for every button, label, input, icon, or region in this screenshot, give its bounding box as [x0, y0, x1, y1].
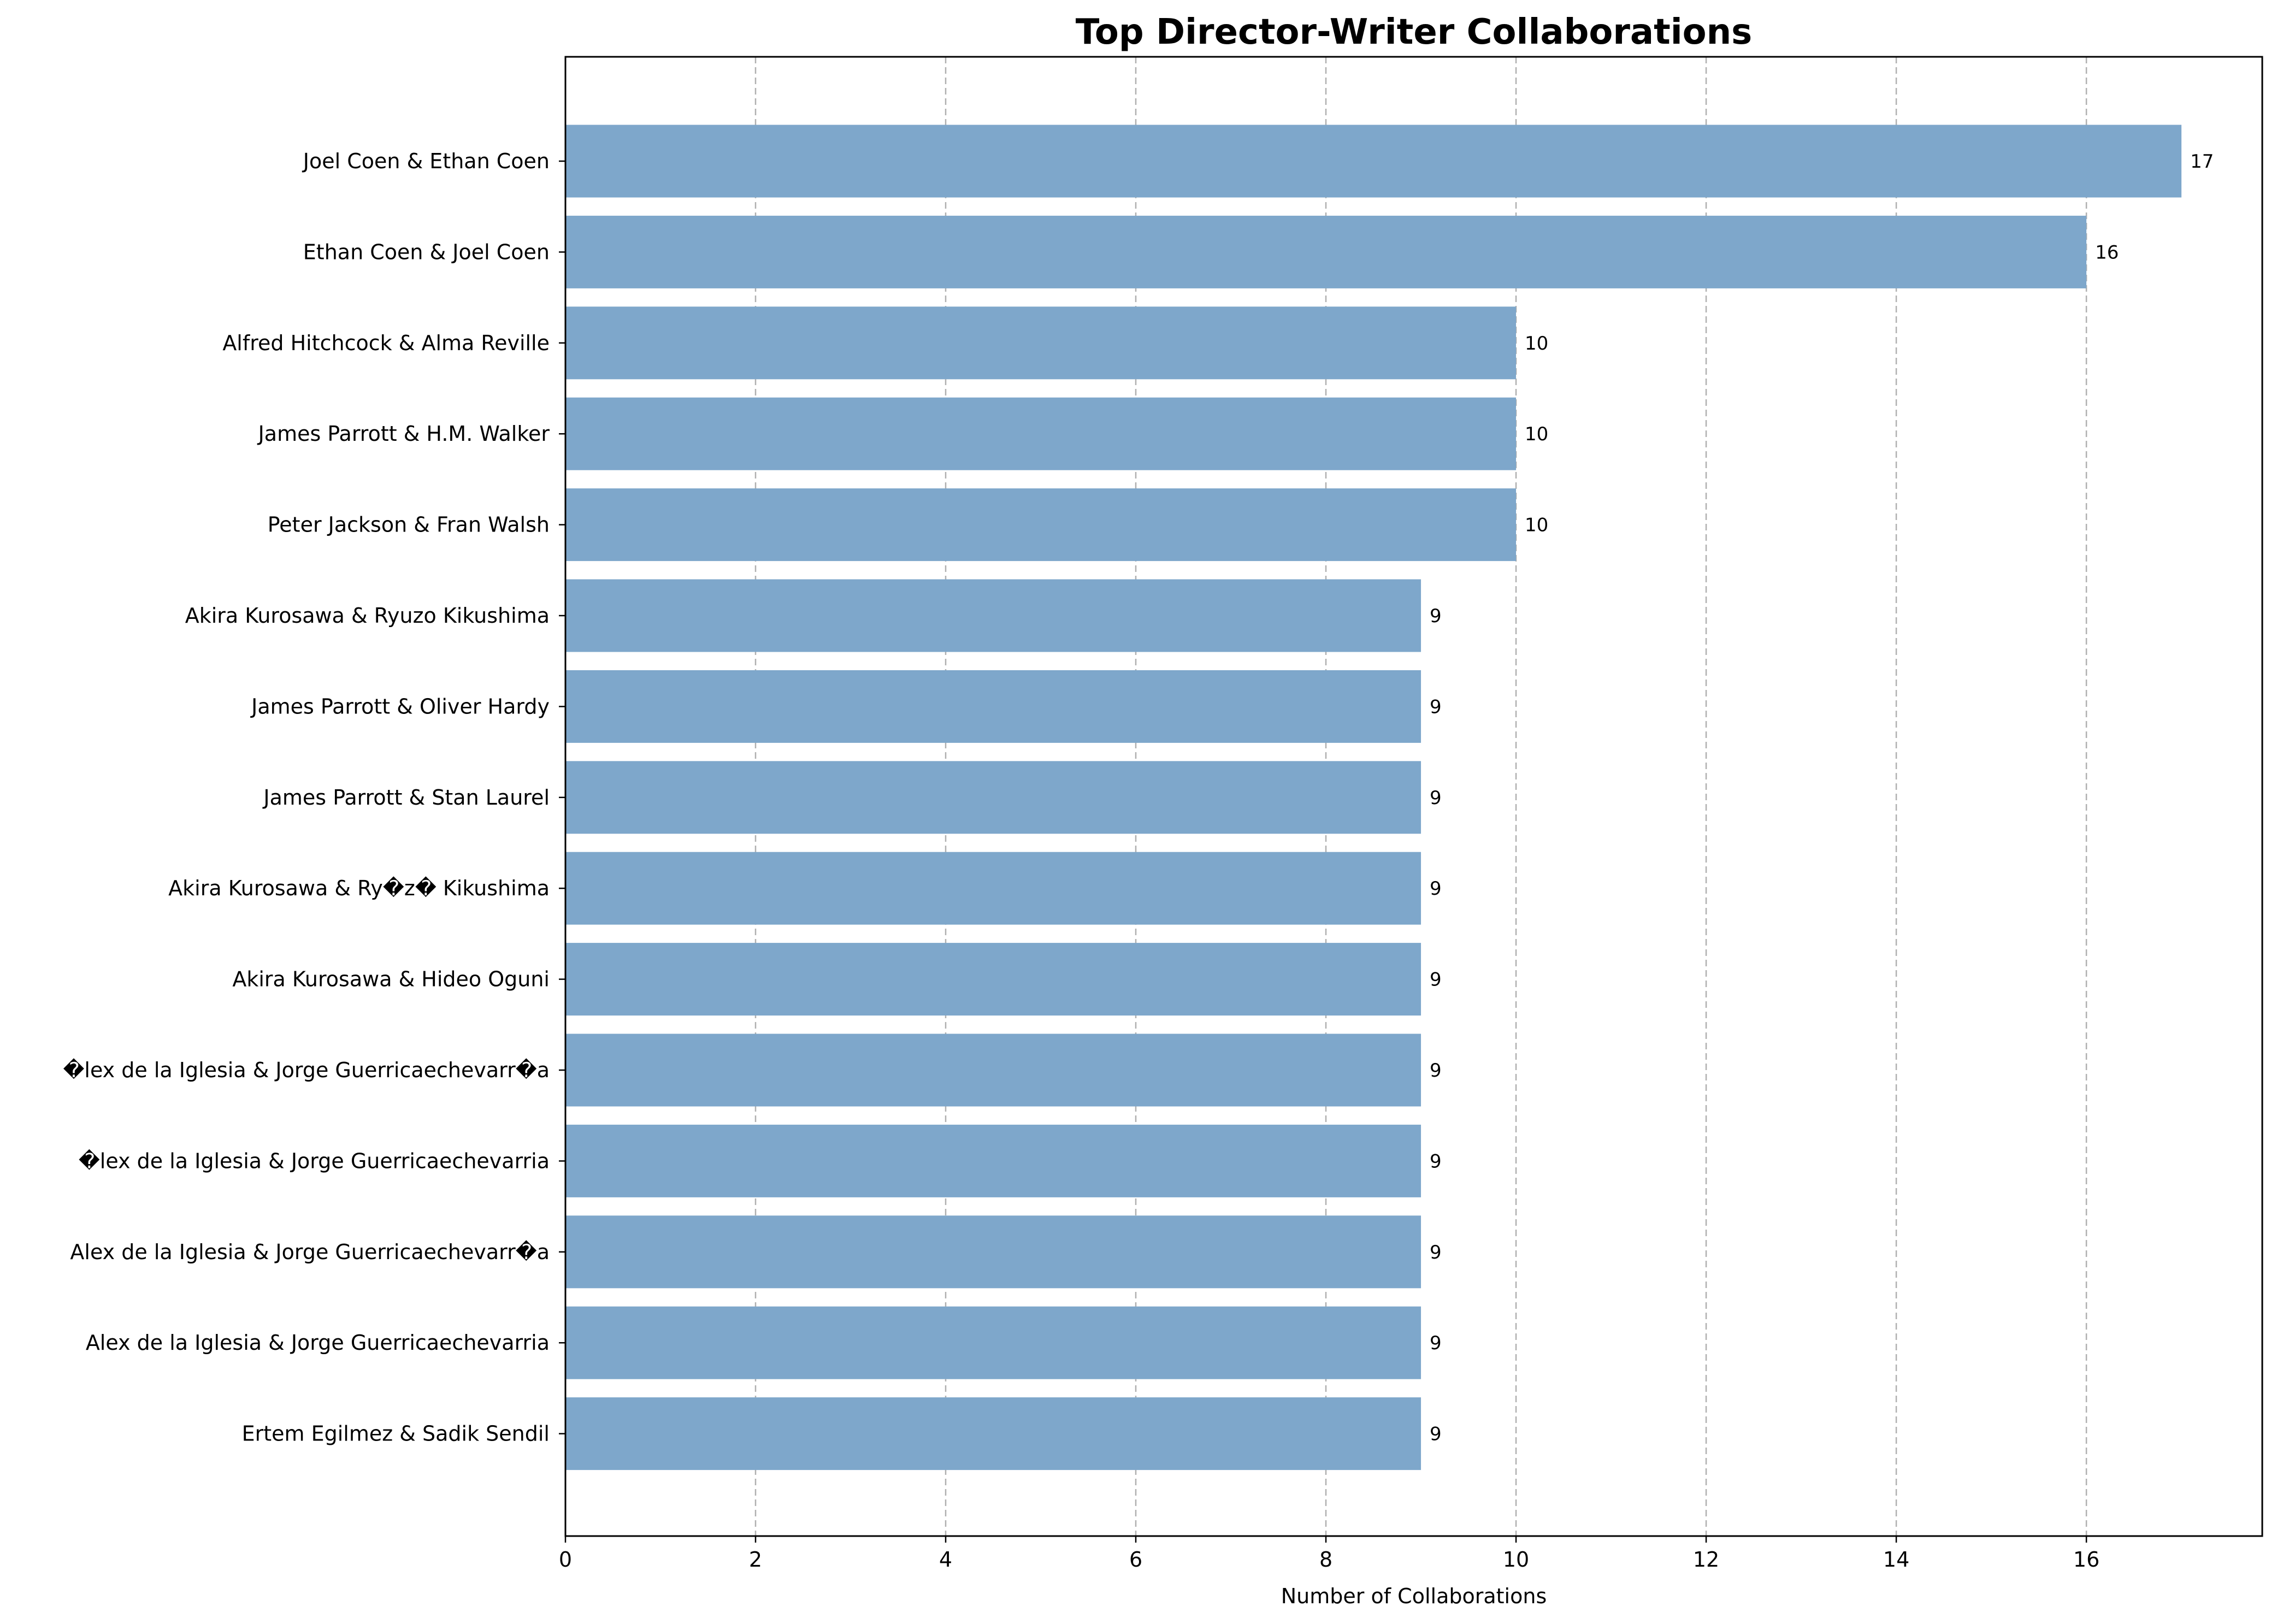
- x-tick-label: 2: [749, 1548, 762, 1572]
- bar: [565, 125, 2182, 198]
- value-label: 9: [1430, 696, 1442, 718]
- y-tick-label: Akira Kurosawa & Hideo Oguni: [232, 967, 550, 991]
- bar: [565, 1306, 1421, 1379]
- bar: [565, 852, 1421, 925]
- value-label: 9: [1430, 787, 1442, 809]
- value-label: 9: [1430, 1424, 1442, 1445]
- x-tick-label: 10: [1503, 1548, 1529, 1572]
- y-tick-label: Akira Kurosawa & Ryuzo Kikushima: [185, 604, 550, 628]
- plot-frame: [564, 56, 2263, 1537]
- chart-title: Top Director-Writer Collaborations: [1076, 12, 1753, 52]
- y-tick-label: Ethan Coen & Joel Coen: [303, 240, 550, 264]
- bar: [565, 670, 1421, 743]
- x-tick-labels: 0 2 4 6 8 10 12 14 16: [559, 1536, 2099, 1572]
- bar: [565, 761, 1421, 834]
- value-label: 9: [1430, 605, 1442, 627]
- y-tick-label: James Parrott & H.M. Walker: [257, 422, 550, 446]
- bar: [565, 488, 1517, 562]
- bar: [565, 306, 1517, 380]
- y-tick-label: Ertem Egilmez & Sadik Sendil: [242, 1422, 550, 1446]
- y-tick-label: James Parrott & Oliver Hardy: [250, 694, 550, 718]
- x-tick-label: 4: [939, 1548, 952, 1572]
- x-tick-label: 16: [2073, 1548, 2099, 1572]
- y-tick-label: Alex de la Iglesia & Jorge Guerricaechev…: [70, 1240, 550, 1264]
- x-tick-label: 0: [559, 1548, 572, 1572]
- value-label: 10: [1525, 515, 1548, 536]
- value-label: 9: [1430, 1332, 1442, 1354]
- value-label: 9: [1430, 969, 1442, 991]
- y-tick-label: �lex de la Iglesia & Jorge Guerricaechev…: [79, 1149, 550, 1173]
- bar: [565, 215, 2087, 288]
- x-tick-label: 14: [1883, 1548, 1909, 1572]
- bar: [565, 1034, 1421, 1107]
- bar: [565, 1397, 1421, 1471]
- y-tick-label: Alfred Hitchcock & Alma Reville: [222, 331, 550, 355]
- y-tick-label: James Parrott & Stan Laurel: [262, 786, 550, 810]
- value-label: 9: [1430, 1150, 1442, 1172]
- bar: [565, 1124, 1421, 1197]
- y-tick-label: Akira Kurosawa & Ry�z� Kikushima: [168, 876, 550, 900]
- y-tick-labels: Joel Coen & Ethan Coen Ethan Coen & Joel …: [63, 149, 565, 1446]
- y-tick-label: �lex de la Iglesia & Jorge Guerricaechev…: [63, 1058, 550, 1082]
- value-label: 9: [1430, 1242, 1442, 1263]
- value-label: 16: [2095, 241, 2119, 263]
- value-label: 9: [1430, 878, 1442, 900]
- bar: [565, 397, 1517, 470]
- bar: [565, 579, 1421, 652]
- x-tick-label: 8: [1319, 1548, 1332, 1572]
- bars: [565, 125, 2182, 1471]
- y-tick-label: Peter Jackson & Fran Walsh: [268, 513, 550, 537]
- x-axis-label: Number of Collaborations: [1281, 1584, 1547, 1608]
- x-tick-label: 6: [1129, 1548, 1142, 1572]
- value-label: 17: [2190, 151, 2214, 173]
- bar: [565, 943, 1421, 1016]
- value-label: 9: [1430, 1060, 1442, 1082]
- value-label: 10: [1525, 333, 1548, 355]
- bar: [565, 1215, 1421, 1289]
- x-tick-label: 12: [1693, 1548, 1719, 1572]
- value-label: 10: [1525, 423, 1548, 445]
- y-tick-label: Alex de la Iglesia & Jorge Guerricaechev…: [86, 1331, 550, 1355]
- value-labels: 17 16 10 10 10 9 9 9 9 9 9 9 9 9 9: [1430, 151, 2214, 1445]
- y-tick-label: Joel Coen & Ethan Coen: [302, 149, 550, 173]
